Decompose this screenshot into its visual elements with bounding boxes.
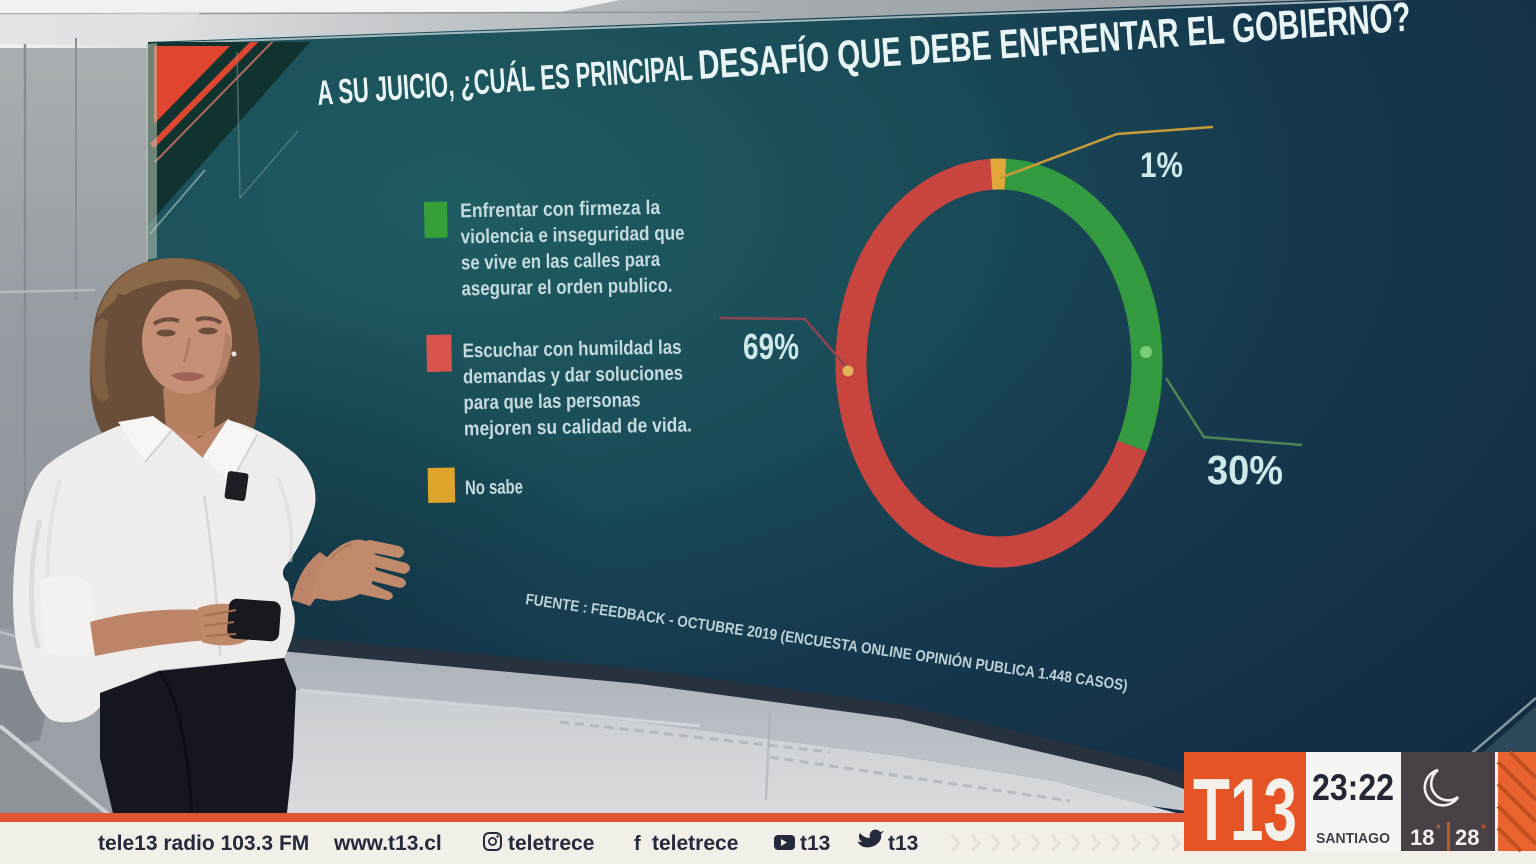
svg-text:69%: 69%: [743, 326, 799, 367]
svg-text:teletrece: teletrece: [508, 832, 594, 855]
svg-text:18: 18: [1410, 825, 1434, 850]
svg-text:violencia e inseguridad que: violencia e inseguridad que: [460, 222, 684, 248]
svg-text:°: °: [1436, 822, 1441, 836]
svg-text:para que las personas: para que las personas: [463, 389, 640, 414]
svg-text:SANTIAGO: SANTIAGO: [1316, 830, 1390, 847]
svg-text:t13: t13: [800, 832, 830, 855]
svg-text:1%: 1%: [1140, 146, 1183, 185]
svg-text:30%: 30%: [1207, 447, 1283, 493]
svg-text:asegurar el orden publico.: asegurar el orden publico.: [461, 275, 672, 301]
svg-text:°: °: [1481, 822, 1486, 836]
svg-text:se vive en las calles para: se vive en las calles para: [461, 249, 661, 274]
svg-text:23:22: 23:22: [1312, 767, 1394, 808]
svg-text:f: f: [634, 833, 641, 855]
svg-text:tele13 radio 103.3 FM: tele13 radio 103.3 FM: [98, 832, 309, 855]
svg-text:Escuchar con humildad las: Escuchar con humildad las: [462, 337, 681, 363]
svg-text:Enfrentar con firmeza la: Enfrentar con firmeza la: [460, 197, 661, 223]
svg-text:mejoren su calidad de vida.: mejoren su calidad de vida.: [464, 414, 692, 440]
svg-text:No sabe: No sabe: [465, 476, 523, 499]
svg-text:demandas y dar soluciones: demandas y dar soluciones: [463, 363, 683, 389]
svg-text:www.t13.cl: www.t13.cl: [333, 832, 442, 855]
svg-text:T13: T13: [1193, 760, 1297, 859]
svg-text:t13: t13: [888, 832, 918, 855]
svg-text:28: 28: [1455, 825, 1479, 850]
svg-text:teletrece: teletrece: [652, 832, 738, 855]
